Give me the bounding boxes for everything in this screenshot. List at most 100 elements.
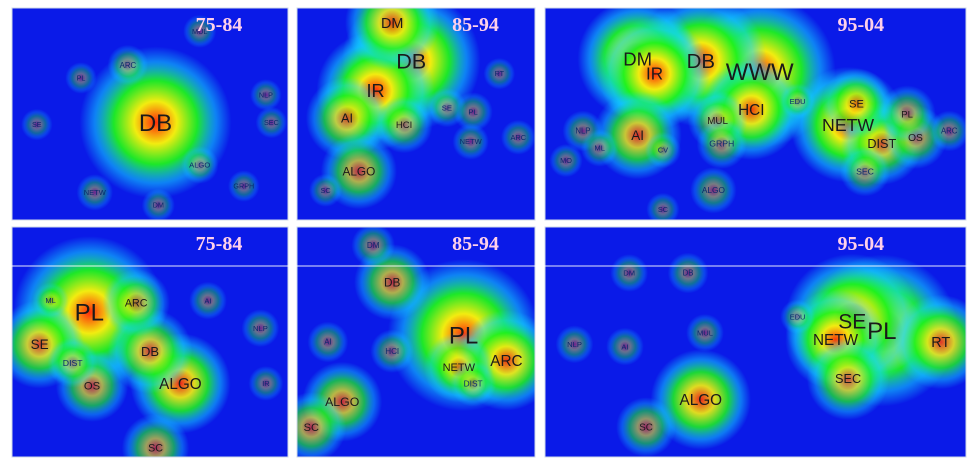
panel-title: 85-94 xyxy=(452,233,499,255)
heat-blob-edu xyxy=(780,299,815,335)
heatmap-panel-db-75-84: DB ARC ALGO NETW MUL DM SE PL NLP SEC GRPH 75-84 xyxy=(11,7,289,221)
topic-label: GRPH xyxy=(233,182,254,191)
topic-label: NETW xyxy=(813,332,859,349)
heat-blob-netw xyxy=(452,123,489,160)
topic-label: DM xyxy=(367,241,380,250)
heat-blob-edu xyxy=(779,83,816,120)
heat-blob-pl xyxy=(65,62,97,94)
panel-border xyxy=(296,226,536,458)
topic-label: SE xyxy=(849,98,864,110)
topic-label: AI xyxy=(621,342,628,351)
topic-label: OS xyxy=(84,381,101,393)
heat-blob-dm xyxy=(141,188,175,220)
heat-blob-nlp xyxy=(555,325,594,364)
topic-label: ARC xyxy=(490,353,522,370)
heat-blob-sec xyxy=(839,146,891,197)
heat-blob-grph xyxy=(228,170,260,202)
topic-label: PL xyxy=(468,108,478,117)
heat-blob-ml xyxy=(32,282,69,319)
topic-label: ALGO xyxy=(159,376,202,393)
topic-label: SC xyxy=(639,423,653,434)
panel-border xyxy=(544,226,967,458)
topic-label: ML xyxy=(45,296,55,305)
heat-blob-sc xyxy=(309,173,343,207)
heat-blob-db xyxy=(667,252,709,294)
topic-label: EDU xyxy=(790,97,806,106)
topic-label: EDU xyxy=(790,312,806,321)
topic-label: PL xyxy=(901,109,913,120)
heat-blob-mul xyxy=(183,14,217,48)
topic-label: SC xyxy=(148,443,163,455)
topic-label: DB xyxy=(683,269,694,278)
topic-label: NETW xyxy=(443,362,476,374)
topic-label: RT xyxy=(931,335,950,351)
topic-label: IR xyxy=(366,81,384,101)
heat-blob-cv xyxy=(644,131,682,169)
heat-blob-algo xyxy=(180,146,219,184)
heat-blob-dm xyxy=(351,227,395,268)
topic-label: HCI xyxy=(385,347,399,356)
heat-blob-nlp xyxy=(241,309,280,348)
topic-label: AI xyxy=(204,296,211,305)
topic-label: NLP xyxy=(575,127,590,136)
topic-label: GRPH xyxy=(709,139,734,149)
topic-label: AI xyxy=(631,128,644,143)
topic-label: ARC xyxy=(941,127,958,136)
heat-blob-hci xyxy=(370,329,415,374)
heat-blob-mo xyxy=(549,144,583,178)
topic-label: ML xyxy=(594,144,605,153)
heat-blob-nlp xyxy=(250,79,282,111)
topic-label: NLP xyxy=(253,324,268,333)
heat-blob-dist xyxy=(449,360,497,407)
topic-label: ARC xyxy=(120,61,137,70)
heat-blob-dist xyxy=(47,337,98,388)
topic-label: ALGO xyxy=(343,164,376,178)
topic-label: PL xyxy=(77,74,86,83)
topic-label: DB xyxy=(141,344,159,359)
topic-label: DIST xyxy=(63,358,83,368)
heat-blob-ml xyxy=(580,129,619,167)
topic-label: SE xyxy=(31,337,49,352)
panel-title: 75-84 xyxy=(196,233,243,255)
heat-blob-ir xyxy=(248,366,284,401)
topic-label: DM xyxy=(623,48,652,69)
panel-border xyxy=(544,7,967,221)
heat-blob-se xyxy=(21,108,53,141)
topic-label: PL xyxy=(75,300,104,327)
topic-label: ALGO xyxy=(325,395,359,409)
topic-label: ARC xyxy=(125,298,148,310)
heat-blob-sc xyxy=(297,392,347,457)
topic-label: DB xyxy=(687,51,715,73)
topic-label: HCI xyxy=(396,120,412,131)
heat-blob-sc xyxy=(616,397,676,457)
topic-label: DB xyxy=(139,110,172,137)
topic-label: IR xyxy=(646,65,663,84)
heat-blob-pl xyxy=(878,85,936,143)
topic-label: ALGO xyxy=(702,185,726,195)
topic-label: HCI xyxy=(738,102,764,119)
heat-blob-dm xyxy=(610,254,649,292)
topic-label: SE xyxy=(32,120,42,129)
heatmap-panel-pl-75-84: PL ALGO SE DB OS SC ARC DIST AI NLP ML IR 75-84 xyxy=(11,226,289,458)
heat-blob-ai xyxy=(189,281,227,320)
heat-blob-hci xyxy=(375,96,433,154)
topic-label: ALGO xyxy=(680,392,723,409)
panel-title: 75-84 xyxy=(196,14,243,36)
topic-label: DM xyxy=(381,16,403,32)
panel-border xyxy=(11,226,289,458)
topic-label: DB xyxy=(396,49,426,74)
topic-label: AI xyxy=(341,112,353,126)
panel-border xyxy=(296,7,536,221)
heat-blob-sec xyxy=(806,337,890,420)
topic-label: SEC xyxy=(856,166,874,176)
heat-blob-grph xyxy=(696,118,747,169)
topic-label: ALGO xyxy=(189,161,210,170)
heat-blob-arc xyxy=(500,119,535,155)
topic-label: IR xyxy=(262,379,269,388)
topic-label: NLP xyxy=(567,340,582,349)
heatmap-panel-db-85-94: DB IR DM AI ALGO HCI SE PL NETW ARC RT SC 85-94 xyxy=(296,7,536,221)
topic-label: SEC xyxy=(835,372,861,386)
topic-label: SC xyxy=(658,205,668,214)
